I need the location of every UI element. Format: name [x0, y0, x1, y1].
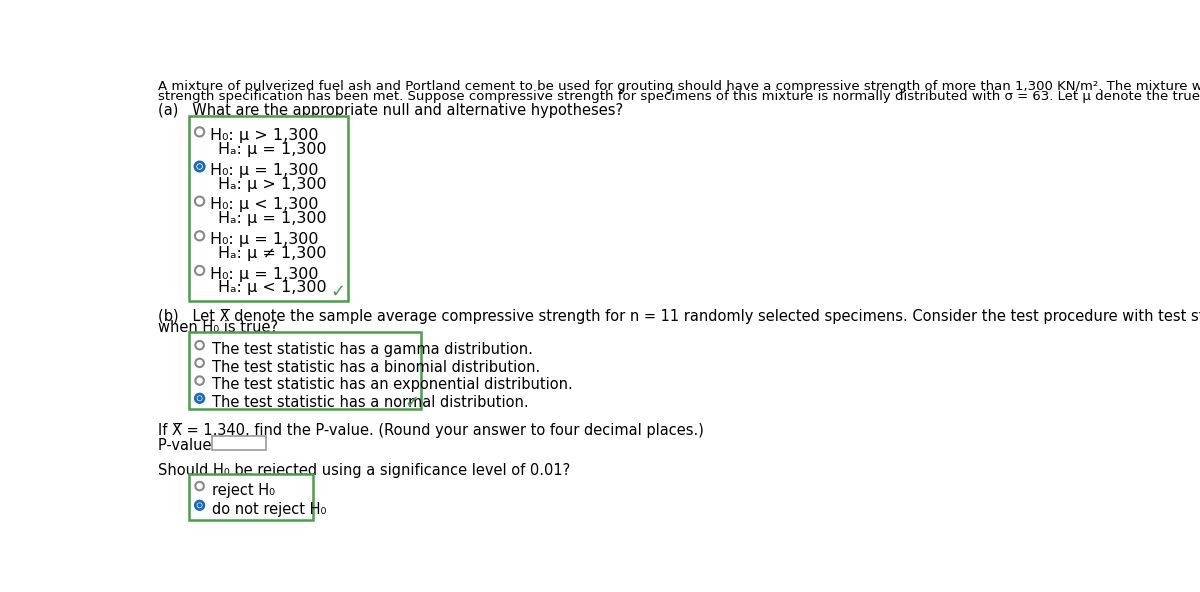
- Text: when H₀ is true?: when H₀ is true?: [157, 320, 278, 334]
- Text: (a)   What are the appropriate null and alternative hypotheses?: (a) What are the appropriate null and al…: [157, 102, 623, 118]
- Text: P-value =: P-value =: [157, 438, 233, 453]
- Text: ✓: ✓: [331, 283, 346, 301]
- Circle shape: [194, 127, 204, 137]
- Circle shape: [194, 266, 204, 275]
- Text: H₀: μ > 1,300: H₀: μ > 1,300: [210, 128, 319, 143]
- Text: The test statistic has a normal distribution.: The test statistic has a normal distribu…: [212, 395, 529, 410]
- Circle shape: [196, 341, 204, 349]
- Circle shape: [196, 482, 204, 490]
- Text: Hₐ: μ > 1,300: Hₐ: μ > 1,300: [218, 176, 326, 192]
- Text: The test statistic has a binomial distribution.: The test statistic has a binomial distri…: [212, 360, 540, 375]
- Text: reject H₀: reject H₀: [212, 483, 275, 498]
- Circle shape: [196, 394, 204, 403]
- Circle shape: [197, 396, 202, 401]
- Circle shape: [194, 197, 204, 206]
- Text: The test statistic has a gamma distribution.: The test statistic has a gamma distribut…: [212, 342, 533, 357]
- Text: ✓: ✓: [404, 394, 420, 412]
- FancyBboxPatch shape: [188, 117, 348, 301]
- Text: Hₐ: μ = 1,300: Hₐ: μ = 1,300: [218, 142, 326, 157]
- Circle shape: [196, 501, 204, 510]
- Circle shape: [194, 162, 204, 171]
- Text: H₀: μ < 1,300: H₀: μ < 1,300: [210, 197, 319, 213]
- Text: Should H₀ be rejected using a significance level of 0.01?: Should H₀ be rejected using a significan…: [157, 463, 570, 478]
- Circle shape: [197, 503, 202, 507]
- Circle shape: [197, 164, 202, 169]
- Text: (b)   Let X̅ denote the sample average compressive strength for n = 11 randomly : (b) Let X̅ denote the sample average com…: [157, 309, 1200, 324]
- Text: A mixture of pulverized fuel ash and Portland cement to be used for grouting sho: A mixture of pulverized fuel ash and Por…: [157, 79, 1200, 92]
- FancyBboxPatch shape: [188, 474, 313, 520]
- Text: Hₐ: μ < 1,300: Hₐ: μ < 1,300: [218, 281, 326, 295]
- Text: Hₐ: μ = 1,300: Hₐ: μ = 1,300: [218, 211, 326, 226]
- Circle shape: [196, 359, 204, 367]
- Text: H₀: μ = 1,300: H₀: μ = 1,300: [210, 232, 319, 247]
- Text: strength specification has been met. Suppose compressive strength for specimens : strength specification has been met. Sup…: [157, 91, 1200, 103]
- FancyBboxPatch shape: [188, 332, 421, 409]
- FancyBboxPatch shape: [212, 436, 266, 450]
- Text: Hₐ: μ ≠ 1,300: Hₐ: μ ≠ 1,300: [218, 246, 326, 261]
- Text: do not reject H₀: do not reject H₀: [212, 502, 326, 517]
- Text: The test statistic has an exponential distribution.: The test statistic has an exponential di…: [212, 378, 572, 392]
- Circle shape: [194, 231, 204, 240]
- Text: H₀: μ = 1,300: H₀: μ = 1,300: [210, 266, 319, 282]
- Text: If X̅ = 1,340, find the P-value. (Round your answer to four decimal places.): If X̅ = 1,340, find the P-value. (Round …: [157, 423, 703, 438]
- Circle shape: [196, 377, 204, 385]
- Text: H₀: μ = 1,300: H₀: μ = 1,300: [210, 163, 319, 178]
